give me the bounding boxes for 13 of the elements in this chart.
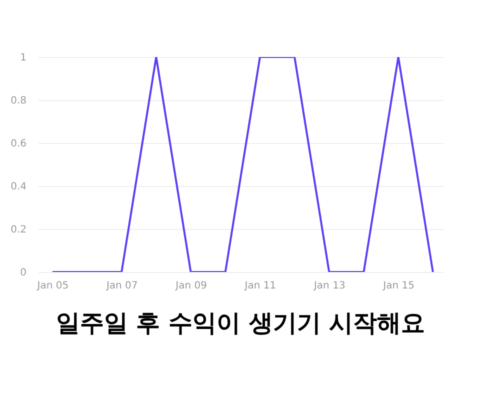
y-tick-label: 0.4: [10, 182, 26, 192]
y-tick-label: 0.8: [10, 96, 26, 106]
y-tick-label: 0.6: [10, 138, 26, 150]
x-tick-label: Jan 13: [312, 280, 346, 292]
text: 일주일 후 수익이 생기기 시작해요: [56, 309, 426, 337]
y-tick-label: 0.2: [10, 224, 26, 236]
y-tick-label: 1: [20, 52, 26, 64]
y-tick-label: 0: [20, 268, 26, 278]
x-tick-label: Jan 05: [36, 280, 69, 292]
x-tick-label: Jan 07: [105, 280, 138, 292]
x-tick-label: Jan 09: [174, 280, 207, 292]
x-tick-label: Jan 11: [244, 280, 276, 292]
x-tick-label: Jan 15: [382, 280, 414, 292]
